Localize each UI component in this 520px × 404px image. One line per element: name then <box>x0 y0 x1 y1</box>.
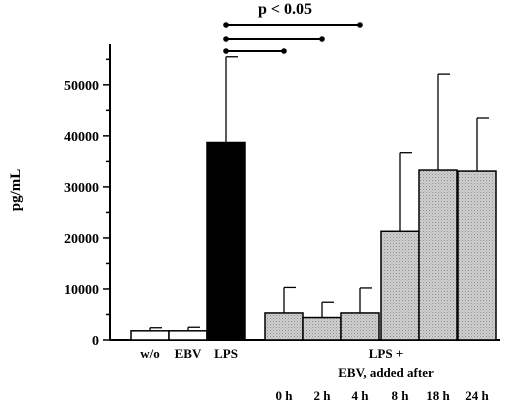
x-tick-label: LPS <box>214 346 238 361</box>
bar-24-h <box>457 170 497 341</box>
group-label-line1: LPS + <box>369 346 404 361</box>
bar-ebv <box>168 330 208 341</box>
significance-label: p < 0.05 <box>258 1 312 18</box>
labels: pg/mL p < 0.05 LPS + EBV, added after w/… <box>8 1 490 403</box>
x-tick-label: 24 h <box>465 388 489 403</box>
bar-18-h <box>418 169 458 341</box>
x-tick-label: 18 h <box>426 388 450 403</box>
error-bars <box>149 56 489 331</box>
y-tick-label: 10000 <box>64 283 99 298</box>
y-tick-label: 40000 <box>64 130 99 145</box>
y-tick-label: 30000 <box>64 181 99 196</box>
bar-0-h <box>264 312 304 341</box>
bar-w-o <box>130 330 170 341</box>
x-tick-label: 2 h <box>314 388 332 403</box>
y-axis-label: pg/mL <box>8 169 24 212</box>
x-tick-label: 0 h <box>276 388 294 403</box>
x-tick-label: EBV <box>175 346 202 361</box>
group-label-line2: EBV, added after <box>338 365 434 380</box>
bracket-endpoint <box>281 48 287 54</box>
bars <box>130 141 497 341</box>
x-tick-label: w/o <box>140 346 160 361</box>
bar-8-h <box>380 230 420 341</box>
bracket-endpoint <box>357 22 363 28</box>
y-tick-label: 0 <box>92 334 99 349</box>
bar-4-h <box>340 312 380 341</box>
bar-2-h <box>302 316 342 341</box>
x-tick-label: 8 h <box>392 388 410 403</box>
bar-lps <box>206 141 246 341</box>
bracket-endpoint <box>223 48 229 54</box>
y-tick-label: 20000 <box>64 232 99 247</box>
bracket-endpoint <box>223 36 229 42</box>
x-tick-label: 4 h <box>352 388 370 403</box>
bracket-endpoint <box>223 22 229 28</box>
bracket-endpoint <box>319 36 325 42</box>
y-tick-label: 50000 <box>64 79 99 94</box>
significance-brackets <box>223 22 363 54</box>
